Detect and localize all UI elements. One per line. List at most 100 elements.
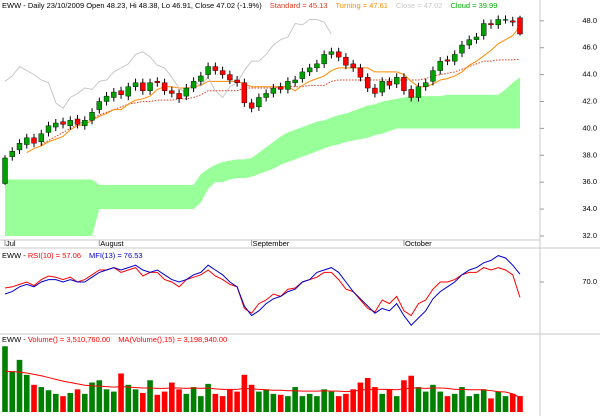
candle-body [437,60,443,71]
volume-bar [306,393,313,412]
legend-entry: Volume() = 3,510,760.00 [28,335,110,344]
candle-body [423,82,429,87]
volume-bar [227,389,233,412]
volume-bar [60,396,66,412]
candle-body [219,70,226,75]
series-line [4,255,521,326]
candle-body [430,70,436,82]
volume-bar [277,394,284,412]
panel-header: EWW - Volume() = 3,510,760.00 MA(Volume()… [2,335,227,344]
candle-body [517,17,523,35]
legend-entry: RSI(10) = 57.06 [28,251,81,260]
volume-bar [9,371,16,412]
y-tick-label: 46.0 [582,43,597,52]
candle-body [248,102,255,109]
candle-body [372,87,378,94]
candle-body [103,95,110,102]
volume-bar [285,396,291,412]
candle-body [38,133,44,143]
volume-bar [343,393,349,412]
y-tick-label: 42.0 [582,96,597,105]
volume-bar [357,382,364,412]
candle-body [299,71,306,79]
volume-bar [219,396,226,412]
x-tick-label: Jul [6,239,16,248]
volume-bar [270,393,277,412]
volume-bar [459,387,465,412]
volume-bar [263,389,269,412]
candle-body [364,77,371,89]
volume-bar [256,391,262,412]
volume-bar [147,380,153,412]
volume-bar [314,396,320,412]
panel-header: EWW - Daily 23/10/2009 Open 48.23, Hi 48… [2,1,497,10]
volume-bar [52,393,59,412]
series-line [4,18,332,109]
candle-body [386,81,393,86]
volume-bar [415,387,422,412]
candle-body [74,118,81,125]
y-tick-label: 48.0 [582,16,597,25]
candle-body [82,120,88,126]
volume-bar [502,396,509,412]
volume-bar [444,396,451,412]
series-line [4,370,521,398]
y-tick-label: 34.0 [582,204,597,213]
volume-bar [292,387,298,412]
candle-body [292,79,298,83]
candle-body [227,74,233,81]
volume-bar [89,382,95,412]
candle-body [306,67,313,73]
candle-body [408,89,414,98]
y-tick-label: 32.0 [582,231,597,240]
candle-body [111,91,117,98]
candle-body [118,90,124,95]
candle-body [190,81,197,89]
candle-body [147,82,153,91]
volume-bar [393,396,400,412]
volume-bar [241,374,248,412]
volume-bar [31,384,37,412]
legend-entry: Turning = 47.61 [336,1,388,10]
candle-body [241,82,248,104]
volume-bar [517,396,523,412]
candle-body [495,19,501,26]
volume-bar [140,392,146,412]
candle-body [401,77,407,91]
volume-bar [45,390,52,412]
candle-body [125,86,132,97]
volume-bar [335,396,342,412]
volume-bar [495,391,502,412]
candle-body [183,87,190,97]
volume-bar [125,384,132,412]
volume-bar [350,389,356,412]
candle-body [343,56,349,66]
candle-body [16,142,23,151]
volume-bar [198,396,204,412]
panel-title: EWW - [2,251,28,260]
volume-bar [379,393,385,412]
candle-body [31,137,37,144]
candle-body [379,81,385,93]
volume-bar [466,396,473,412]
candle-body [277,86,284,90]
volume-bar [437,391,444,412]
volume-bar [74,389,81,412]
volume-bar [205,383,211,412]
volume-bar [451,393,458,412]
panel-title: EWW - Daily 23/10/2009 Open 48.23, Hi 48… [2,1,262,10]
candle-body [9,151,15,157]
y-tick-label: 40.0 [582,123,597,132]
volume-bar [132,389,139,412]
volume-bar [81,393,88,412]
panel-header: EWW - RSI(10) = 57.06 MFI(13) = 76.53 [2,251,143,260]
candle-body [132,82,139,87]
series-line [41,58,521,145]
candle-body [169,90,175,94]
candle-body [154,81,161,83]
candle-body [60,121,66,125]
candle-body [24,137,30,145]
series-line [4,267,521,317]
volume-bar [401,380,407,412]
